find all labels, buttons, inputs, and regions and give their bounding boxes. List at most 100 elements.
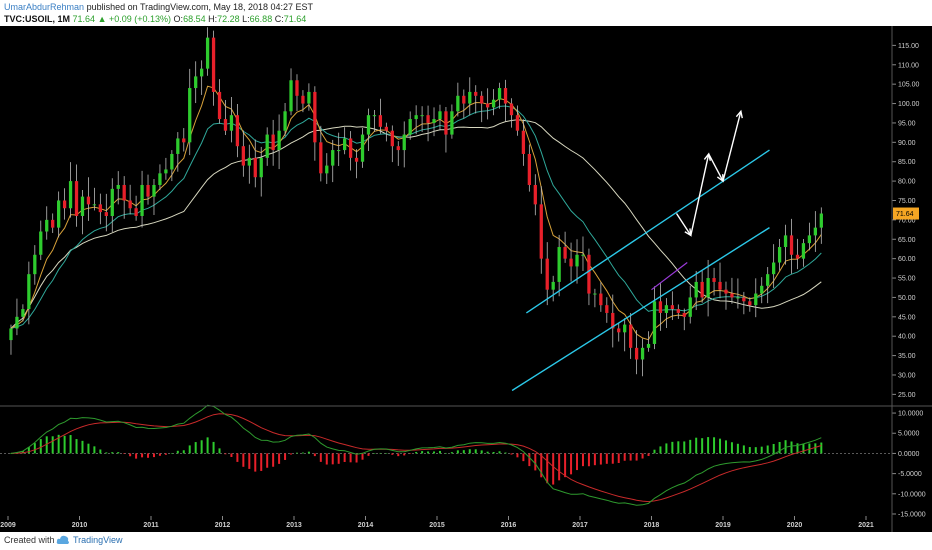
- candle-body: [718, 281, 722, 290]
- candle-body: [116, 184, 120, 189]
- macd-histogram-bar: [87, 443, 90, 454]
- candle-body: [74, 181, 79, 216]
- candle-body: [688, 297, 692, 317]
- candle-body: [15, 316, 19, 329]
- macd-histogram-bar: [552, 453, 555, 485]
- chart-header: UmarAbdurRehman published on TradingView…: [0, 0, 932, 26]
- candle-body: [33, 254, 37, 275]
- author-link[interactable]: UmarAbdurRehman: [4, 2, 85, 12]
- channel-upper-line[interactable]: [525, 149, 770, 314]
- candle-body: [289, 80, 293, 112]
- macd-histogram-bar: [391, 453, 394, 455]
- macd-histogram-bar: [772, 443, 775, 454]
- macd-histogram-bar: [546, 453, 549, 484]
- macd-histogram-bar: [313, 453, 316, 457]
- macd-histogram-bar: [427, 451, 430, 454]
- macd-histogram-bar: [385, 453, 388, 454]
- candle-body: [760, 285, 764, 294]
- channel-lower-line[interactable]: [511, 227, 770, 392]
- price-tick-label: 30.00: [898, 372, 916, 379]
- time-tick-label: 2011: [143, 522, 158, 529]
- candle-body: [223, 119, 228, 131]
- macd-histogram-bar: [754, 447, 757, 454]
- time-tick-label: 2014: [358, 522, 374, 529]
- macd-histogram-bar: [206, 437, 209, 454]
- candle-body: [640, 347, 645, 360]
- macd-histogram-bar: [510, 453, 513, 455]
- time-tick-label: 2010: [72, 522, 88, 529]
- macd-histogram-bar: [462, 450, 465, 454]
- macd-histogram-bar: [623, 453, 626, 461]
- macd-histogram-bar: [9, 453, 12, 454]
- candle-body: [819, 213, 823, 228]
- candle-body: [521, 130, 526, 154]
- candle-body: [539, 204, 543, 259]
- publish-info: UmarAbdurRehman published on TradingView…: [4, 1, 313, 14]
- price-tick-label: 80.00: [898, 179, 916, 186]
- price-chart[interactable]: 115.00 110.00 105.00 100.00 95.00 90.00 85.00 8…: [0, 26, 932, 532]
- candle-body: [235, 115, 240, 147]
- macd-histogram-bar: [599, 453, 602, 465]
- macd-histogram-bar: [284, 453, 287, 460]
- macd-histogram-bar: [331, 453, 334, 465]
- candle-body: [241, 146, 245, 166]
- published-text: published on TradingView.com, May 18, 20…: [86, 2, 314, 12]
- price-tick-label: 115.00: [898, 43, 919, 50]
- macd-histogram-bar: [301, 452, 304, 454]
- macd-histogram-bar: [504, 452, 507, 454]
- macd-histogram-bar: [212, 441, 215, 454]
- price-tick-label: 105.00: [898, 82, 920, 89]
- macd-histogram-bar: [99, 449, 102, 454]
- macd-histogram-bar: [790, 441, 793, 454]
- macd-histogram-bar: [361, 453, 364, 460]
- time-tick-label: 2021: [858, 522, 874, 529]
- candle-body: [515, 115, 520, 131]
- macd-histogram-bar: [522, 453, 525, 462]
- tradingview-logo-text[interactable]: TradingView: [73, 535, 123, 545]
- candle-body: [104, 212, 108, 216]
- macd-histogram-bar: [152, 453, 155, 458]
- time-tick-label: 2017: [572, 522, 588, 529]
- candle-body: [712, 278, 716, 282]
- candle-body: [307, 91, 311, 104]
- candle-body: [563, 247, 567, 259]
- macd-histogram-bar: [808, 443, 811, 454]
- candle-body: [813, 227, 817, 236]
- candle-body: [247, 157, 251, 166]
- candle-body: [259, 157, 263, 178]
- candle-body: [646, 343, 651, 348]
- macd-histogram-bar: [105, 452, 108, 454]
- candle-body: [527, 153, 531, 185]
- macd-histogram-bar: [760, 446, 763, 454]
- macd-histogram-bar: [474, 449, 477, 454]
- macd-histogram-bar: [796, 443, 799, 454]
- candle-body: [384, 126, 388, 131]
- time-axis: 2009 2010 2011 2012 2013 2014 2015 2016 2017 2018…: [0, 516, 874, 529]
- macd-histogram-bar: [409, 453, 412, 454]
- macd-histogram-bar: [337, 453, 340, 464]
- macd-histogram-bar: [319, 453, 322, 462]
- macd-histogram-bar: [129, 453, 132, 457]
- candle-body: [360, 134, 365, 162]
- candle-body: [372, 115, 377, 117]
- macd-histogram-bar: [415, 451, 418, 454]
- macd-histogram-bar: [421, 451, 424, 454]
- candle-body: [599, 293, 603, 306]
- candle-body: [205, 37, 210, 69]
- candle-body: [9, 328, 13, 341]
- macd-histogram-bar: [200, 440, 203, 454]
- macd-histogram-bar: [218, 448, 221, 454]
- macd-histogram-bar: [51, 436, 54, 454]
- macd-histogram-bar: [111, 452, 114, 454]
- macd-histogram-bar: [444, 452, 447, 454]
- price-tick-label: 55.00: [898, 276, 916, 283]
- macd-tick-label: 10.0000: [898, 411, 923, 418]
- macd-histogram-bar: [778, 441, 781, 454]
- candle-body: [587, 254, 591, 294]
- candle-body: [652, 301, 657, 344]
- macd-histogram-bar: [748, 447, 751, 454]
- candle-body: [27, 274, 31, 310]
- macd-histogram-bar: [266, 453, 269, 468]
- macd-histogram-bar: [182, 450, 185, 454]
- time-tick-label: 2020: [787, 522, 803, 529]
